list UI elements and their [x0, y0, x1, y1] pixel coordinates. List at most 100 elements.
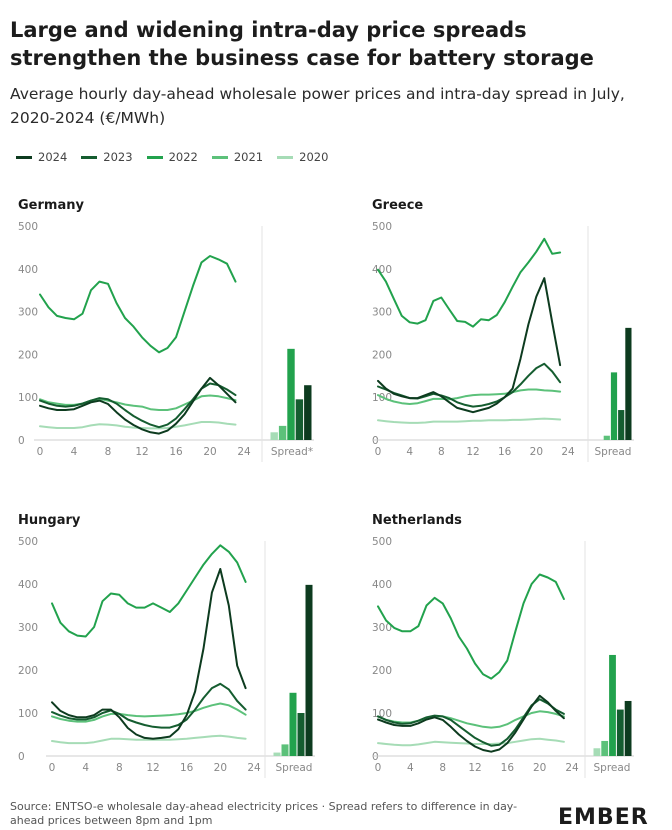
- hungary-title: Hungary: [18, 513, 81, 528]
- legend-swatch-2022: [146, 155, 163, 159]
- germany-x-tick-label: 24: [237, 446, 251, 458]
- greece-x-tick-label: 12: [466, 446, 479, 458]
- hungary-x-tick-label: 12: [146, 762, 159, 774]
- hungary-y-tick-label: 400: [18, 579, 38, 591]
- netherlands-x-tick-label: 0: [375, 762, 382, 774]
- germany-y-tick-label: 0: [18, 435, 25, 447]
- hungary-y-tick-label: 0: [18, 751, 25, 763]
- germany-y-tick-label: 400: [18, 264, 38, 276]
- hungary-line-2024: [51, 568, 247, 740]
- germany-spread-bar-2021: [278, 425, 287, 440]
- hungary-x-tick-label: 16: [180, 762, 194, 774]
- greece-title: Greece: [372, 198, 423, 213]
- germany-spread-bar-2022: [287, 348, 295, 440]
- legend-label-2020: 2020: [299, 150, 329, 164]
- legend-swatch-2020: [277, 155, 294, 159]
- greece-y-tick-label: 200: [372, 349, 392, 361]
- germany-x-tick-label: 16: [169, 446, 183, 458]
- hungary-spread-bar-2022: [289, 692, 297, 756]
- greece-y-tick-label: 300: [372, 307, 392, 319]
- netherlands-y-tick-label: 400: [372, 579, 392, 591]
- greece-spread-bar-2021: [603, 435, 610, 440]
- greece-line-2020: [377, 417, 562, 424]
- hungary-spread-bar-2021: [281, 744, 289, 756]
- netherlands-x-tick-label: 8: [439, 762, 446, 774]
- hungary-y-tick-label: 100: [18, 708, 38, 720]
- greece-y-tick-label: 0: [372, 435, 379, 447]
- hungary-spread-bar-2023: [297, 713, 305, 756]
- germany-spread-bar-2020: [270, 432, 278, 440]
- greece-spread-bar-2022: [610, 372, 618, 440]
- ember-logo: EMBER: [558, 805, 649, 830]
- chart-title: Large and widening intra-day price sprea…: [10, 18, 594, 70]
- germany-line-2024: [39, 376, 237, 435]
- hungary-x-tick-label: 20: [214, 762, 227, 774]
- hungary-x-tick-label: 0: [49, 762, 56, 774]
- hungary-spread-bar-2024: [305, 584, 313, 756]
- legend-label-2023: 2023: [103, 150, 133, 164]
- greece-y-tick-label: 400: [372, 264, 392, 276]
- hungary-y-tick-label: 300: [18, 622, 38, 634]
- hungary-line-2021: [51, 702, 247, 723]
- greece-x-tick-label: 16: [498, 446, 512, 458]
- legend-swatch-2024: [16, 155, 32, 159]
- greece-line-2021: [377, 388, 562, 405]
- legend-swatch-2021: [211, 155, 228, 159]
- netherlands-y-tick-label: 100: [372, 708, 392, 720]
- netherlands-spread-bar-2023: [616, 709, 624, 756]
- netherlands-x-tick-label: 12: [468, 762, 481, 774]
- hungary-line-2020: [51, 734, 247, 745]
- germany-x-tick-label: 20: [203, 446, 216, 458]
- legend-label-2024: 2024: [38, 150, 68, 164]
- germany-spread-bar-2024: [304, 385, 312, 440]
- greece-spread-bar-2024: [625, 327, 632, 440]
- netherlands-x-tick-label: 20: [533, 762, 546, 774]
- greece-x-tick-label: 8: [438, 446, 445, 458]
- legend-item-2024: 2024: [16, 150, 67, 164]
- germany-y-tick-label: 500: [18, 221, 38, 233]
- netherlands-y-tick-label: 200: [372, 665, 392, 677]
- germany-spread-bar-2023: [295, 399, 304, 440]
- germany-title: Germany: [18, 198, 84, 213]
- legend: 2024 2023 2022 2021 2020: [16, 150, 328, 164]
- germany-spread-label: Spread*: [271, 446, 313, 458]
- greece-y-tick-label: 100: [372, 392, 392, 404]
- germany-x-tick-label: 12: [135, 446, 148, 458]
- hungary-line-2022: [51, 544, 247, 638]
- hungary-line-2023: [51, 682, 247, 729]
- hungary-y-tick-label: 500: [18, 536, 38, 548]
- germany-x-tick-label: 4: [71, 446, 78, 458]
- netherlands-y-tick-label: 500: [372, 536, 392, 548]
- hungary-spread-bar-2020: [273, 752, 281, 756]
- hungary-x-tick-label: 24: [247, 762, 261, 774]
- greece-x-tick-label: 4: [406, 446, 413, 458]
- netherlands-spread-bar-2022: [609, 654, 616, 756]
- greece-x-tick-label: 0: [375, 446, 382, 458]
- germany-x-tick-label: 8: [105, 446, 112, 458]
- legend-label-2022: 2022: [168, 150, 198, 164]
- hungary-x-tick-label: 8: [116, 762, 123, 774]
- legend-swatch-2023: [81, 155, 98, 159]
- netherlands-y-tick-label: 0: [372, 751, 379, 763]
- netherlands-x-tick-label: 16: [501, 762, 515, 774]
- netherlands-spread-bar-2021: [601, 740, 609, 756]
- germany-line-2022: [39, 255, 237, 354]
- netherlands-spread-label: Spread: [594, 762, 631, 774]
- greece-line-2024: [377, 277, 562, 414]
- netherlands-line-2024: [377, 694, 565, 753]
- germany-y-tick-label: 300: [18, 307, 38, 319]
- germany-line-2021: [39, 394, 237, 411]
- netherlands-x-tick-label: 24: [565, 762, 579, 774]
- legend-item-2022: 2022: [146, 150, 198, 164]
- germany-x-tick-label: 0: [37, 446, 44, 458]
- greece-y-tick-label: 500: [372, 221, 392, 233]
- greece-spread-label: Spread: [595, 446, 632, 458]
- netherlands-y-tick-label: 300: [372, 622, 392, 634]
- netherlands-x-tick-label: 4: [407, 762, 414, 774]
- hungary-x-tick-label: 4: [82, 762, 89, 774]
- germany-y-tick-label: 100: [18, 392, 38, 404]
- netherlands-line-2022: [377, 573, 565, 680]
- legend-label-2021: 2021: [233, 150, 264, 164]
- greece-spread-bar-2023: [618, 410, 625, 440]
- legend-item-2023: 2023: [81, 150, 133, 164]
